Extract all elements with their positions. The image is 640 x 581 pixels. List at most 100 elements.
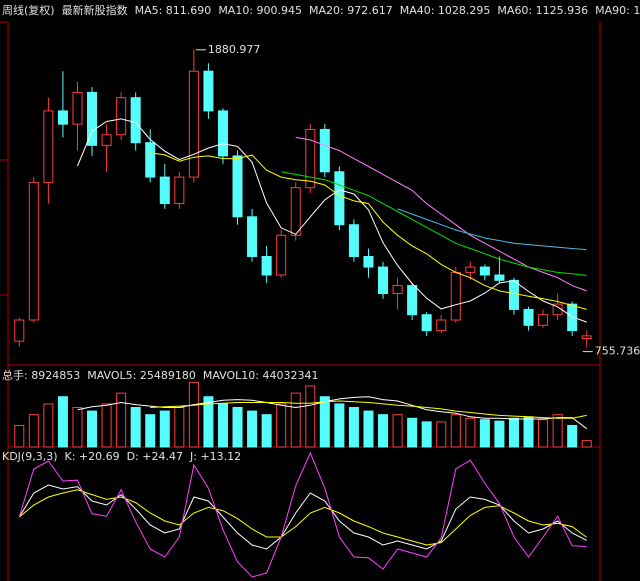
volume-bar [538,419,549,448]
volume-bar [421,421,432,448]
volume-bar [28,414,39,448]
legend-label: MA40: 1028.295 [400,4,491,17]
candle-body [145,142,156,178]
candle-body [436,319,447,332]
candle-body [538,314,549,326]
volume-bar [130,407,141,448]
candle-body [174,176,185,205]
volume-bar [188,381,199,448]
volume-bar [334,403,345,448]
volume-bar [87,410,98,448]
volume-bar [479,419,490,448]
legend-label: KDJ(9,3,3) [2,450,58,463]
candle-body [450,271,461,321]
volume-bar [465,417,476,448]
candle-body [247,216,258,257]
legend-label: MA90: 1269.236 [595,4,640,17]
volume-bar [276,403,287,448]
candle-body [101,134,112,146]
candle-body [276,234,287,276]
candle-body [159,176,170,205]
volume-bar [145,414,156,448]
ma-line [150,152,587,310]
candle-body [57,110,68,125]
volume-bar [450,414,461,448]
candle-body [392,285,403,295]
volume-bar [363,410,374,448]
candle-body [217,110,228,157]
candle-body [116,97,127,136]
kdj-line [18,489,587,546]
legend-label: 总手: 8924853 [2,368,80,382]
candle-body [87,91,98,146]
candle-body [188,70,199,178]
volume-bar [552,414,563,448]
volume-bar [159,410,170,448]
legend-label: MA5: 811.690 [135,4,212,17]
candle-body [14,319,25,342]
volume-bar [523,416,534,448]
volume-bar [319,396,330,448]
candle-body [479,266,490,276]
candle-body [363,255,374,268]
candle-body [203,70,214,112]
candle-body [290,187,301,236]
volume-bar [43,403,54,448]
legend-label: 周线(复权) [2,3,55,17]
volume-bar [217,403,228,448]
volume-bar [494,420,505,448]
volume-bar [232,407,243,448]
volume-bar [581,440,592,448]
legend-label: MA60: 1125.936 [497,4,588,17]
candle-body [28,181,39,321]
ma-line [397,208,587,251]
legend-label: J: +13.12 [189,450,241,463]
kdj-line [18,484,587,550]
ma-line [295,136,587,292]
candle-body [319,128,330,173]
candle-body [72,91,83,125]
candle-body [407,285,418,316]
candle-body [130,97,141,144]
candle-body [581,335,592,340]
volume-bar [305,385,316,448]
candle-body [465,266,476,273]
high-annotation: 1880.977 [208,43,261,56]
ma-line [77,118,587,323]
legend-label: K: +20.69 [65,450,120,463]
volume-bar [392,414,403,448]
legend-label: MA10: 900.945 [218,4,302,17]
candle-body [305,128,316,189]
candle-body [334,171,345,226]
legend-label: MAVOL10: 44032341 [203,369,319,382]
volume-bar [508,417,519,448]
low-annotation: 755.736 [595,345,640,358]
volume-bar [247,410,258,448]
volume-bar [261,414,272,448]
volume-bar [407,417,418,448]
volume-bar [174,407,185,448]
candle-body [232,155,243,218]
volume-bar [348,407,359,448]
candle-body [508,279,519,310]
legend-label: MAVOL5: 25489180 [87,369,196,382]
legend-label: MA20: 972.617 [309,4,393,17]
volume-bar [72,407,83,448]
volume-bar [290,392,301,448]
legend-label: D: +24.47 [127,450,183,463]
ma-line [281,171,587,276]
volume-bar [203,396,214,448]
kdj-line [18,451,587,578]
volume-bar [101,403,112,448]
volume-bar [436,421,447,448]
candle-body [523,308,534,326]
candle-body [261,255,272,276]
volume-bar [567,424,578,448]
candle-body [567,303,578,332]
volume-bar [14,424,25,448]
mavol-line [150,400,587,419]
candle-body [421,314,432,332]
